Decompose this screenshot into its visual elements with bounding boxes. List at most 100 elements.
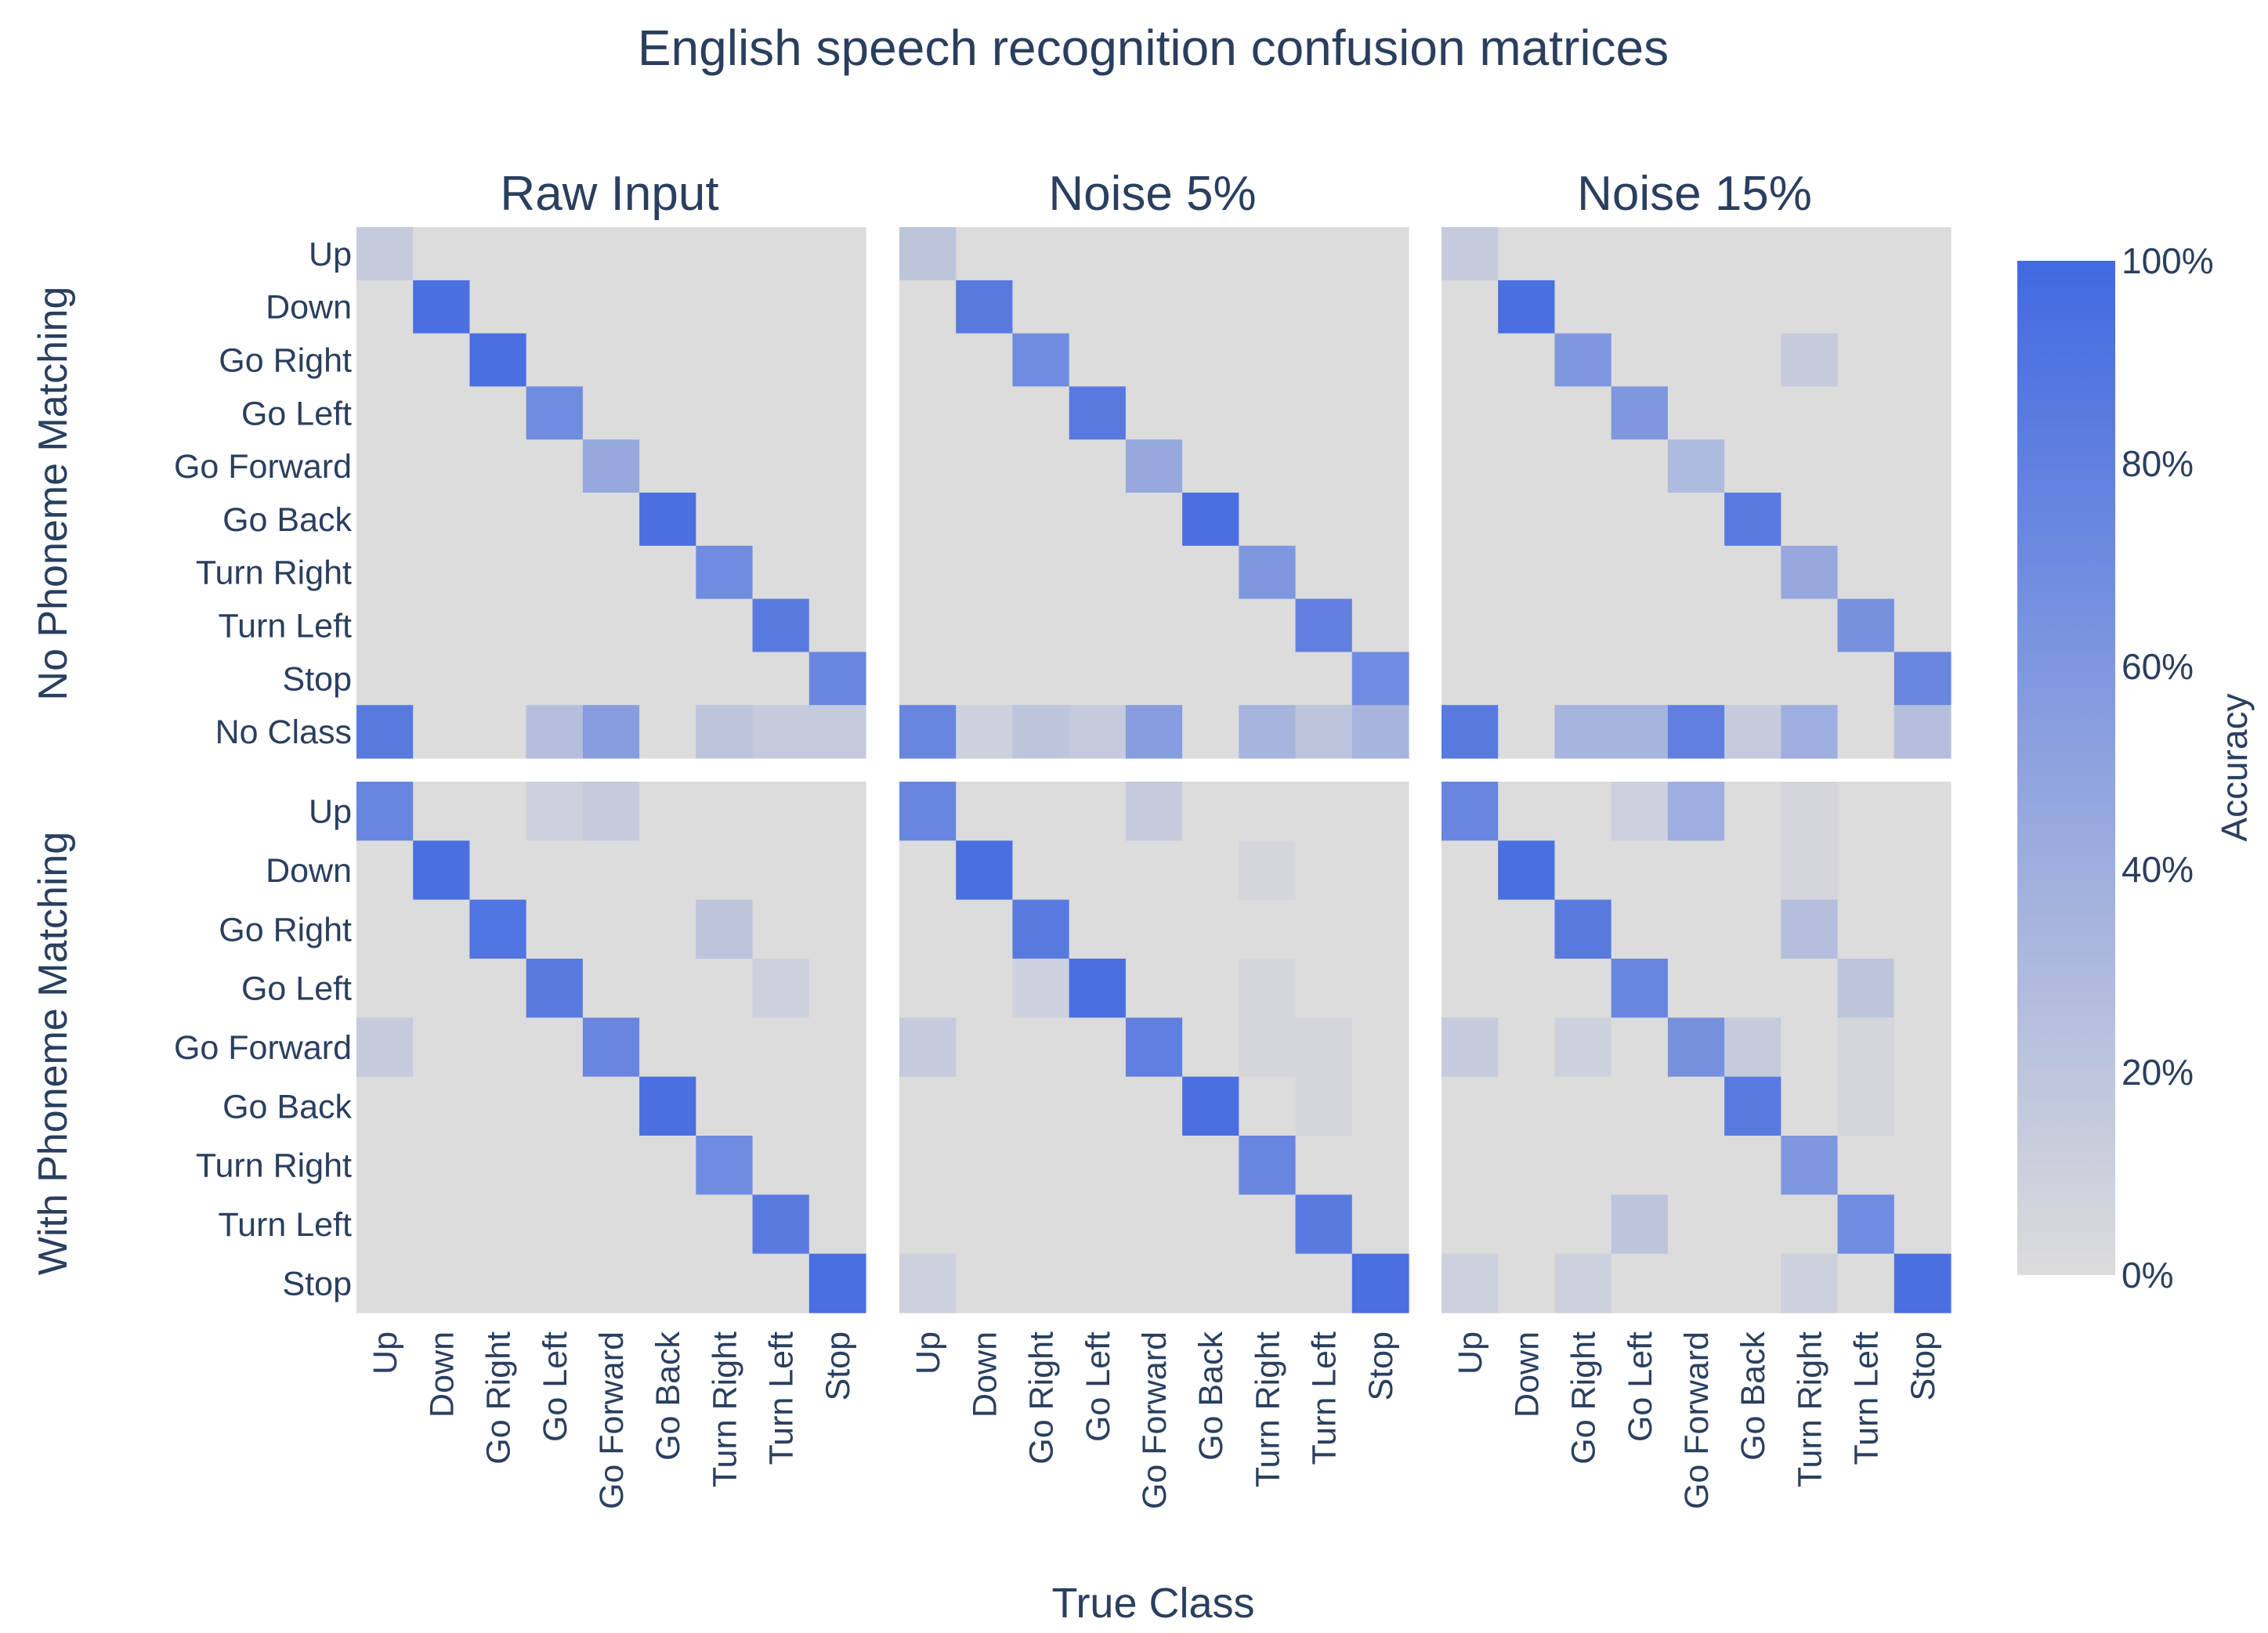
heatmap-cell-p0-r1-c4 [582, 280, 640, 334]
heatmap-cell-p1-r3-c3 [1069, 386, 1127, 440]
heatmap-cell-p5-r1-c0 [1441, 840, 1499, 901]
heatmap-cell-p0-r2-c4 [582, 333, 640, 387]
heatmap-cell-p4-r2-c0 [899, 899, 957, 959]
heatmap-cell-p4-r8-c2 [1012, 1253, 1070, 1313]
heatmap-cell-p5-r8-c0 [1441, 1253, 1499, 1313]
heatmap-cell-p3-r8-c4 [582, 1253, 640, 1313]
heatmap-cell-p1-r9-c0 [899, 705, 957, 759]
heatmap-cell-p3-r6-c4 [582, 1136, 640, 1195]
heatmap-cell-p5-r3-c7 [1837, 959, 1895, 1018]
heatmap-cell-p1-r7-c1 [956, 598, 1014, 652]
heatmap-cell-p4-r2-c4 [1125, 899, 1183, 959]
heatmap-cell-p1-r0-c7 [1295, 227, 1353, 281]
colorbar-ticks: 0% 20% 40% 60% 80% 100% [2122, 240, 2214, 1295]
heatmap-cell-p2-r5-c4 [1667, 493, 1725, 547]
heatmap-cell-p2-r5-c8 [1894, 493, 1951, 547]
heatmap-cell-p0-r6-c4 [582, 545, 640, 600]
heatmap-cell-p4-r8-c8 [1351, 1253, 1409, 1313]
heatmap-cell-p2-r6-c1 [1498, 545, 1556, 600]
heatmap-cell-p3-r0-c2 [469, 782, 527, 841]
heatmap-cell-p5-r4-c2 [1554, 1017, 1612, 1078]
y-tick-label-top-up: Up [309, 236, 352, 273]
heatmap-cell-p4-r3-c3 [1069, 959, 1127, 1018]
heatmap-cell-p2-r4-c3 [1611, 439, 1669, 493]
heatmap-cell-p0-r2-c8 [808, 333, 866, 387]
heatmap-cell-p3-r8-c5 [639, 1253, 696, 1313]
heatmap-cell-p2-r1-c4 [1667, 280, 1725, 334]
heatmap-cell-p4-r1-c3 [1069, 840, 1127, 901]
x-tick-label-p4-go-left: Go Left [1080, 1331, 1117, 1442]
heatmap-cell-p0-r5-c3 [526, 493, 584, 547]
heatmap-cell-p3-r4-c4 [582, 1017, 640, 1078]
heatmap-cell-p5-r3-c5 [1724, 959, 1781, 1018]
heatmap-cell-p0-r0-c1 [413, 227, 471, 281]
heatmap-cell-p0-r9-c5 [639, 705, 696, 759]
heatmap-cell-p4-r4-c0 [899, 1017, 957, 1078]
heatmap-cell-p5-r0-c6 [1781, 782, 1839, 841]
heatmap-cell-p5-r8-c6 [1781, 1253, 1839, 1313]
heatmap-cell-p1-r3-c6 [1239, 386, 1297, 440]
heatmap-cell-p3-r6-c6 [696, 1136, 754, 1195]
heatmap-cell-p0-r6-c7 [752, 545, 810, 600]
heatmap-cell-p0-r1-c5 [639, 280, 696, 334]
heatmap-cell-p1-r9-c1 [956, 705, 1014, 759]
heatmap-cell-p1-r0-c3 [1069, 227, 1127, 281]
heatmap-cell-p5-r8-c7 [1837, 1253, 1895, 1313]
heatmap-cell-p0-r2-c6 [696, 333, 754, 387]
heatmap-cell-p1-r5-c2 [1012, 493, 1070, 547]
heatmap-cell-p5-r6-c0 [1441, 1136, 1499, 1195]
heatmap-cell-p3-r2-c5 [639, 899, 696, 959]
heatmap-cell-p3-r8-c1 [413, 1253, 471, 1313]
heatmap-cell-p0-r9-c4 [582, 705, 640, 759]
heatmap-cell-p3-r0-c8 [808, 782, 866, 841]
heatmap-cell-p3-r6-c8 [808, 1136, 866, 1195]
heatmap-cell-p3-r1-c5 [639, 840, 696, 901]
heatmap-cell-p1-r3-c5 [1182, 386, 1239, 440]
heatmap-cell-p4-r6-c1 [956, 1136, 1014, 1195]
heatmap-cell-p0-r4-c8 [808, 439, 866, 493]
heatmap-cell-p5-r3-c1 [1498, 959, 1556, 1018]
heatmap-cell-p3-r4-c3 [526, 1017, 584, 1078]
heatmap-cell-p4-r5-c0 [899, 1076, 957, 1136]
heatmap-cell-p3-r3-c2 [469, 959, 527, 1018]
heatmap-cell-p1-r9-c8 [1351, 705, 1409, 759]
heatmap-cell-p5-r0-c5 [1724, 782, 1781, 841]
heatmap-cell-p3-r0-c7 [752, 782, 810, 841]
heatmap-cell-p3-r7-c8 [808, 1194, 866, 1255]
heatmap-cell-p0-r3-c7 [752, 386, 810, 440]
heatmap-cell-p4-r2-c1 [956, 899, 1014, 959]
heatmap-cell-p1-r7-c6 [1239, 598, 1297, 652]
heatmap-cell-p5-r5-c0 [1441, 1076, 1499, 1136]
heatmap-cell-p4-r6-c4 [1125, 1136, 1183, 1195]
heatmap-cell-p5-r8-c2 [1554, 1253, 1612, 1313]
heatmap-cell-p2-r5-c7 [1837, 493, 1895, 547]
x-tick-label-p4-down: Down [966, 1331, 1004, 1418]
heatmap-cell-p4-r3-c0 [899, 959, 957, 1018]
y-tick-label-top-go-right: Go Right [219, 342, 352, 380]
heatmap-cell-p1-r6-c7 [1295, 545, 1353, 600]
heatmap-cell-p5-r5-c4 [1667, 1076, 1725, 1136]
heatmap-cell-p1-r0-c4 [1125, 227, 1183, 281]
y-tick-label-bottom-go-forward: Go Forward [174, 1029, 352, 1067]
x-tick-label-p5-turn-left: Turn Left [1848, 1331, 1886, 1465]
heatmap-cell-p4-r8-c0 [899, 1253, 957, 1313]
heatmap-cell-p3-r2-c8 [808, 899, 866, 959]
heatmap-cell-p0-r9-c7 [752, 705, 810, 759]
heatmap-cell-p4-r7-c5 [1182, 1194, 1239, 1255]
heatmap-cell-p5-r2-c6 [1781, 899, 1839, 959]
heatmap-cell-p5-r0-c0 [1441, 782, 1499, 841]
heatmap-cell-p5-r7-c6 [1781, 1194, 1839, 1255]
heatmap-cell-p2-r2-c8 [1894, 333, 1951, 387]
heatmap-cell-p0-r2-c0 [356, 333, 414, 387]
heatmap-cell-p0-r8-c0 [356, 652, 414, 706]
heatmap-cell-p1-r8-c5 [1182, 652, 1239, 706]
heatmap-cell-p5-r1-c6 [1781, 840, 1839, 901]
heatmap-cell-p4-r8-c7 [1295, 1253, 1353, 1313]
heatmap-cell-p5-r4-c8 [1894, 1017, 1951, 1078]
heatmap-cell-p4-r4-c5 [1182, 1017, 1239, 1078]
heatmap-cell-p1-r8-c4 [1125, 652, 1183, 706]
heatmap-cell-p4-r8-c4 [1125, 1253, 1183, 1313]
heatmap-cell-p3-r1-c1 [413, 840, 471, 901]
heatmap-cell-p0-r3-c4 [582, 386, 640, 440]
heatmap-cell-p3-r5-c8 [808, 1076, 866, 1136]
